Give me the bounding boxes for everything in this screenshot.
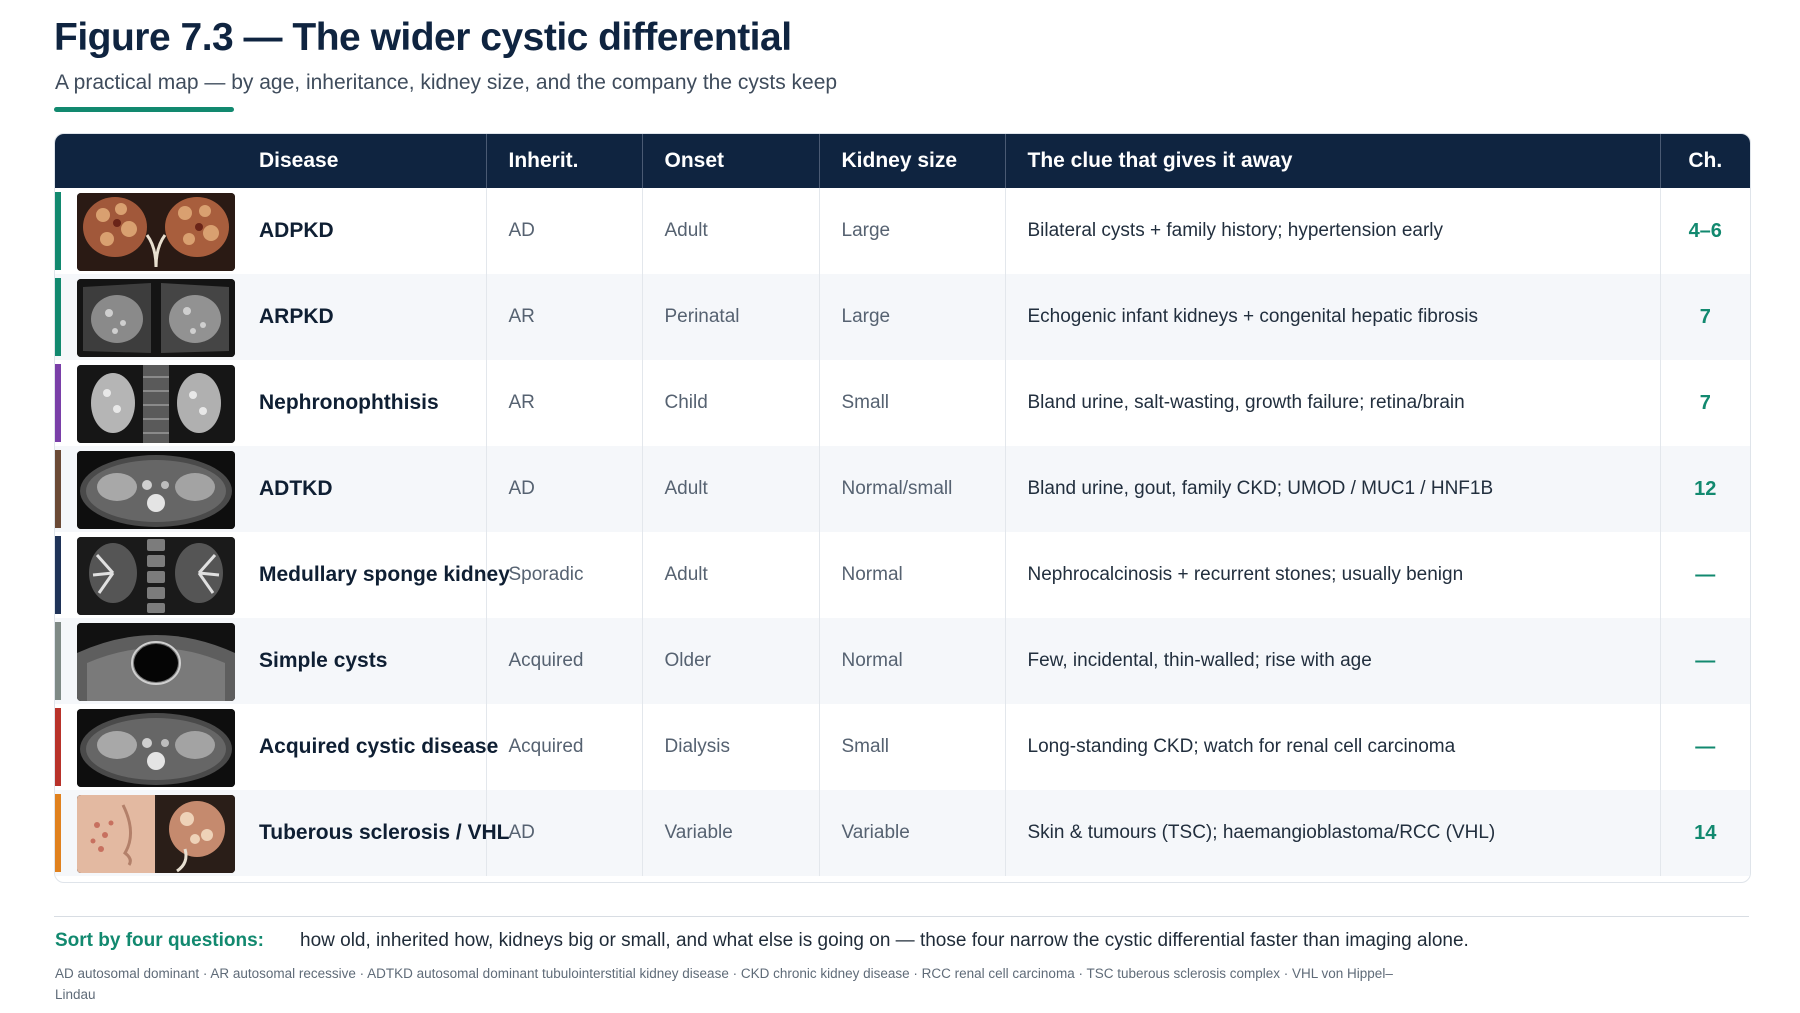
cell-onset: Dialysis [642,704,820,790]
header-chapter[interactable]: Ch. [1688,149,1723,172]
ultrasound-cyst-icon [77,623,235,701]
header-disease[interactable]: Disease [55,134,487,188]
cell-chapter[interactable]: 12 [1660,446,1750,532]
abbreviations-footnote: AD autosomal dominant · AR autosomal rec… [55,966,1393,1002]
category-stripe [55,364,61,442]
cell-clue: Bland urine, gout, family CKD; UMOD / MU… [1005,446,1661,532]
category-stripe [55,536,61,614]
cell-chapter[interactable]: — [1695,735,1716,758]
cell-inheritance: Acquired [486,618,643,704]
cell-onset: Adult [642,188,820,274]
cell-chapter[interactable]: 14 [1660,790,1750,876]
cell-disease: Acquired cystic disease [55,704,498,790]
cell-inheritance: Sporadic [486,532,643,618]
ct-axial-icon [77,451,235,529]
table-row[interactable]: ADTKD AD Adult Normal/small Bland urine, gou… [55,446,1750,532]
cell-kidney-size: Variable [819,790,1006,876]
header-clue[interactable]: The clue that gives it away [1005,134,1661,188]
cell-onset: Child [642,360,820,446]
table-row[interactable]: Medullary sponge kidney Sporadic Adult Norm… [55,532,1750,618]
category-stripe [55,708,61,786]
disease-name: ADPKD [259,219,334,242]
cell-kidney-size: Large [819,188,1006,274]
category-stripe [55,192,61,270]
cell-disease: ADPKD [55,188,487,274]
title-accent-rule [54,107,234,112]
category-stripe [55,622,61,700]
cell-kidney-size: Large [819,274,1006,360]
cell-inheritance: AD [486,188,643,274]
cell-onset: Adult [642,446,820,532]
cell-clue: Bland urine, salt-wasting, growth failur… [1005,360,1661,446]
gross-kidneys-icon [77,193,235,271]
category-stripe [55,450,61,528]
ct-axial-icon [77,709,235,787]
disease-name: Medullary sponge kidney [259,563,510,586]
cell-inheritance: Acquired [486,704,643,790]
cell-chapter[interactable]: 4–6 [1688,219,1722,242]
urogram-icon [77,537,235,615]
page-title: Figure 7.3 — The wider cystic differenti… [54,16,792,59]
cell-inheritance: AD [486,790,643,876]
header-inheritance[interactable]: Inherit. [486,134,643,188]
table-row[interactable]: Nephronophthisis AR Child Small Bland urine,… [55,360,1750,446]
header-onset[interactable]: Onset [642,134,820,188]
page-subtitle: A practical map — by age, inheritance, k… [55,71,838,94]
disease-name: Tuberous sclerosis / VHL [259,821,510,844]
table-row[interactable]: Tuberous sclerosis / VHL AD Variable Variab… [55,790,1750,876]
sort-label: Sort by four questions: [55,930,264,951]
disease-name: ADTKD [259,477,333,500]
mri-coronal-icon [77,365,235,443]
cell-chapter[interactable]: — [1660,618,1750,704]
table-header-row: Disease Inherit. Onset Kidney size The c… [55,134,1750,188]
table-row[interactable]: ADPKD AD Adult Large Bilateral cysts + famil… [55,188,1750,274]
disease-name: Nephronophthisis [259,391,439,414]
differential-table: Disease Inherit. Onset Kidney size The c… [55,134,1750,876]
disease-name: ARPKD [259,305,334,328]
skin-and-kidney-icon [77,795,235,873]
cell-chapter[interactable]: 7 [1660,274,1750,360]
cell-disease: Nephronophthisis [55,360,487,446]
cell-inheritance: AD [486,446,643,532]
header-kidney-size[interactable]: Kidney size [819,134,1006,188]
category-stripe [55,278,61,356]
cell-onset: Perinatal [642,274,820,360]
cell-chapter[interactable]: 7 [1699,391,1711,414]
sort-text: how old, inherited how, kidneys big or s… [300,930,1469,951]
cell-disease: ADTKD [55,446,487,532]
table-row[interactable]: ARPKD AR Perinatal Large Echogenic infant ki… [55,274,1750,360]
cell-disease: Simple cysts [55,618,487,704]
category-stripe [55,794,61,872]
cell-kidney-size: Normal/small [819,446,1006,532]
cell-onset: Adult [642,532,820,618]
cell-kidney-size: Normal [819,532,1006,618]
cell-onset: Variable [642,790,820,876]
cell-kidney-size: Small [819,360,1006,446]
cell-disease: Tuberous sclerosis / VHL [55,790,510,876]
cell-disease: Medullary sponge kidney [55,532,510,618]
disease-name: Simple cysts [259,649,388,672]
cell-kidney-size: Normal [819,618,1006,704]
cell-inheritance: AR [486,274,643,360]
cell-clue: Skin & tumours (TSC); haemangioblastoma/… [1005,790,1661,876]
footer-divider [54,916,1749,917]
table-row[interactable]: Acquired cystic disease Acquired Dialysis S… [55,704,1750,790]
cell-kidney-size: Small [819,704,1006,790]
cell-clue: Echogenic infant kidneys + congenital he… [1005,274,1661,360]
cell-clue: Few, incidental, thin-walled; rise with … [1005,618,1661,704]
cell-clue: Bilateral cysts + family history; hypert… [1005,188,1661,274]
cell-inheritance: AR [486,360,643,446]
cell-onset: Older [642,618,820,704]
table-row[interactable]: Simple cysts Acquired Older Normal Few, inci… [55,618,1750,704]
cell-disease: ARPKD [55,274,487,360]
ultrasound-icon [77,279,235,357]
cell-chapter[interactable]: — [1695,563,1716,586]
disease-name: Acquired cystic disease [259,735,499,758]
cell-clue: Long-standing CKD; watch for renal cell … [1005,704,1661,790]
cell-clue: Nephrocalcinosis + recurrent stones; usu… [1005,532,1661,618]
differential-table-container: Disease Inherit. Onset Kidney size The c… [54,133,1751,883]
